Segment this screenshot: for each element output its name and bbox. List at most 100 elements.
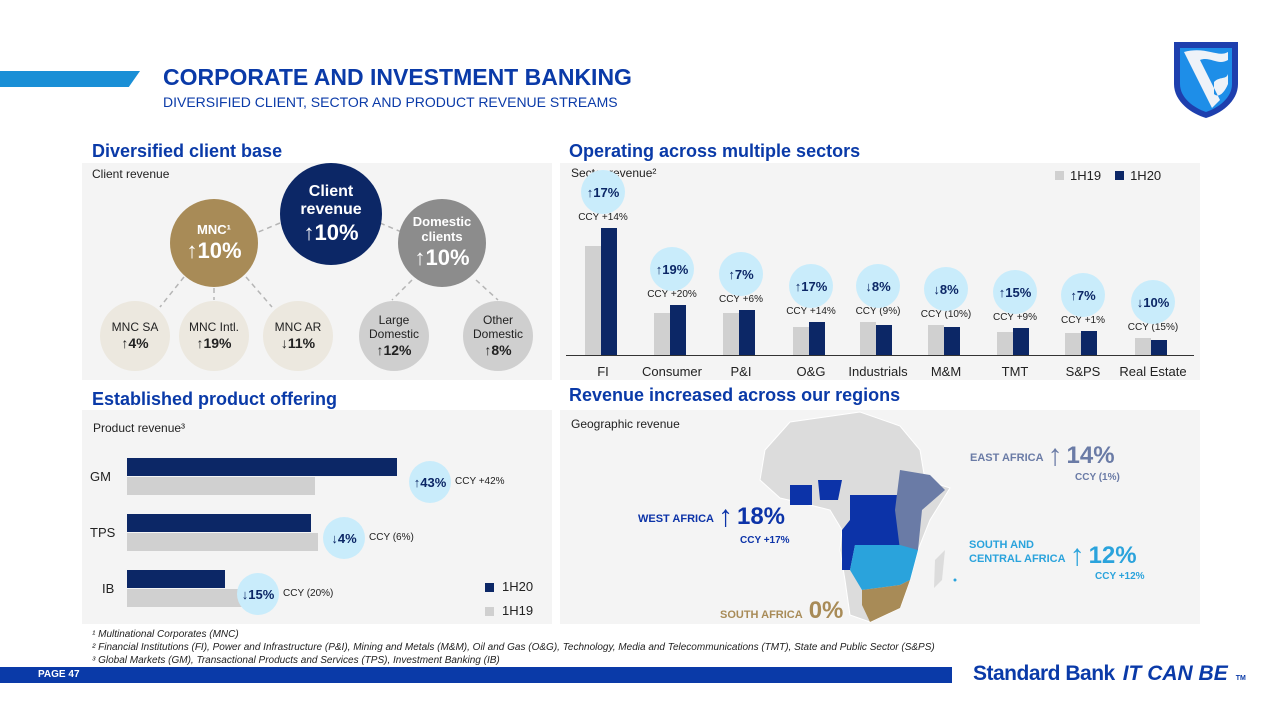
page-number: PAGE 47 (38, 669, 80, 680)
node-value: ↓11% (280, 334, 316, 351)
bar-1h20 (127, 514, 311, 532)
node-value: ↑8% (484, 341, 512, 358)
node-label: MNC SA (111, 320, 159, 335)
node-value: ↑10% (186, 237, 242, 263)
ccy-label: CCY (9%) (855, 306, 901, 317)
node-label: Large Domestic (368, 313, 419, 341)
client-panel-label: Client revenue (92, 167, 170, 181)
growth-bubble: ↑19% (650, 247, 694, 291)
growth-bubble: ↑7% (719, 252, 763, 296)
sector-axis-line (566, 355, 1194, 356)
ccy-label: CCY (10%) (920, 309, 972, 320)
footnote-1: ¹ Multinational Corporates (MNC) (92, 629, 239, 640)
west-africa-label: WEST AFRICA ↑ 18% (638, 500, 786, 533)
sector-legend: 1H19 1H20 (1055, 168, 1161, 183)
ccy-label: CCY +14% (578, 212, 628, 223)
node-value: ↑19% (196, 334, 232, 351)
up-arrow-icon: ↑ (717, 500, 733, 533)
bar-1h19 (1065, 333, 1081, 355)
node-label: clients (421, 229, 463, 245)
category-label: TPS (90, 525, 116, 540)
bar-1h19 (127, 589, 242, 607)
node-label: MNC¹ (197, 221, 231, 237)
region-name: WEST AFRICA (638, 513, 714, 525)
ccy-label: CCY +6% (718, 294, 764, 305)
bar-1h19 (1135, 338, 1151, 355)
footer-bar (0, 667, 952, 683)
bar-1h19 (860, 322, 876, 355)
up-arrow-icon: ↑ (1069, 539, 1085, 572)
growth-bubble: ↑15% (993, 270, 1037, 314)
category-label: S&PS (1065, 364, 1101, 379)
bar-1h20 (1151, 340, 1167, 355)
ccy-label: CCY (15%) (1127, 322, 1179, 333)
region-name: SOUTH AND CENTRAL AFRICA (969, 538, 1066, 566)
bar-1h20 (1013, 328, 1029, 355)
legend-swatch-1h20 (1115, 171, 1125, 180)
brand-tagline: IT CAN BE (1122, 662, 1228, 685)
bar-1h20 (670, 305, 686, 355)
category-label: Consumer (642, 364, 702, 379)
category-label: Industrials (848, 364, 908, 379)
category-label: M&M (930, 364, 962, 379)
category-label: O&G (796, 364, 826, 379)
ccy-label: CCY +42% (455, 476, 505, 487)
product-section-title: Established product offering (92, 389, 338, 409)
node-label: revenue (300, 201, 362, 219)
node-label: Client (308, 182, 354, 200)
category-label: FI (597, 364, 609, 379)
ccy-label: CCY +1% (1060, 315, 1106, 326)
product-legend: 1H20 1H19 (485, 575, 533, 623)
growth-bubble: ↓4% (323, 517, 365, 559)
node-value: ↑4% (121, 334, 149, 351)
legend-label: 1H19 (1070, 168, 1102, 183)
south-central-africa-label: SOUTH AND CENTRAL AFRICA ↑ 12% (969, 538, 1137, 572)
bar-1h19 (654, 313, 670, 355)
region-value: 18% (736, 503, 786, 530)
region-name-line: CENTRAL AFRICA (969, 553, 1066, 565)
legend-label: 1H20 (1130, 168, 1162, 183)
growth-bubble: ↑17% (789, 264, 833, 308)
bar-1h20 (944, 327, 960, 355)
node-value: ↑12% (376, 341, 412, 358)
node-label: Other Domestic (472, 313, 523, 341)
footnote-2: ² Financial Institutions (FI), Power and… (92, 642, 935, 653)
growth-bubble: ↑43% (409, 461, 451, 503)
category-label: TMT (1001, 364, 1029, 379)
ccy-label: CCY +20% (647, 289, 697, 300)
bar-1h20 (127, 458, 397, 476)
header-accent-bar (0, 71, 140, 87)
brand-wordmark: Standard Bank IT CAN BE TM (973, 662, 1246, 686)
client-section-title: Diversified client base (92, 141, 283, 161)
brand-name: Standard Bank (973, 662, 1115, 685)
sector-section-title: Operating across multiple sectors (569, 141, 861, 161)
category-label: P&I (730, 364, 752, 379)
legend-label: 1H19 (502, 603, 534, 618)
region-name: SOUTH AFRICA (720, 609, 803, 621)
bar-1h20 (127, 570, 225, 588)
category-label: IB (102, 581, 115, 596)
up-arrow-icon: ↑ (1047, 439, 1063, 472)
ccy-label: CCY (20%) (283, 588, 334, 599)
legend-label: 1H20 (502, 579, 534, 594)
node-value: ↑10% (303, 219, 359, 245)
legend-swatch-1h20 (485, 582, 494, 592)
bar-1h19 (723, 313, 739, 355)
growth-bubble: ↑17% (581, 170, 625, 214)
product-panel-label: Product revenue³ (93, 421, 186, 435)
trademark: TM (1235, 675, 1246, 682)
domestic-clients-node: Domestic clients ↑10% (398, 199, 486, 287)
region-name-line: SOUTH AND (969, 539, 1034, 551)
mnc-ar-node: MNC AR ↓11% (263, 301, 333, 371)
region-value: 0% (808, 597, 844, 624)
growth-bubble: ↓10% (1131, 280, 1175, 324)
bar-1h20 (1081, 331, 1097, 355)
footnote-3: ³ Global Markets (GM), Transactional Pro… (92, 655, 500, 666)
south-central-africa-ccy: CCY +12% (1095, 571, 1145, 582)
category-label: Real Estate (1119, 364, 1187, 379)
region-value: 12% (1088, 542, 1137, 569)
large-domestic-node: Large Domestic ↑12% (359, 301, 429, 371)
legend-swatch-1h19 (485, 606, 494, 616)
africa-map (759, 411, 957, 623)
node-label: MNC Intl. (188, 320, 239, 335)
